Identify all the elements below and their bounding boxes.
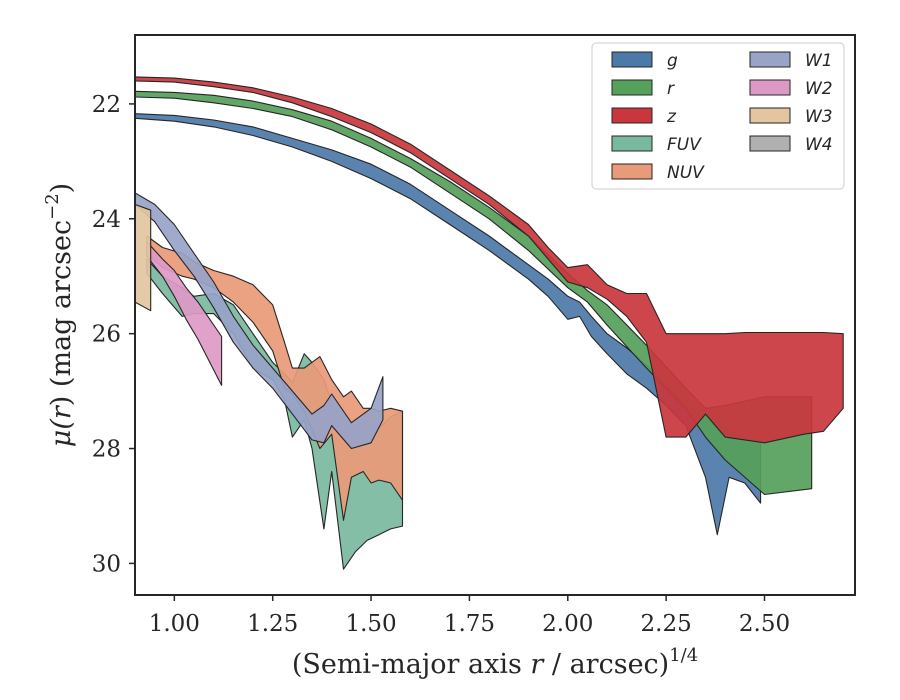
y-axis-title: μ(r) (mag arcsec−2) [42, 183, 77, 447]
legend-swatch-r [611, 79, 653, 96]
legend-swatch-fuv [611, 135, 653, 152]
series-band-w3 [135, 203, 152, 312]
y-tick-label: 24 [92, 207, 121, 233]
legend-label-w1: W1 [805, 51, 833, 71]
series-band-w1 [135, 192, 384, 450]
legend-label-r: r [667, 79, 675, 99]
legend-label-z: z [666, 107, 677, 127]
legend-label-nuv: NUV [667, 163, 705, 183]
legend-swatch-w4 [749, 135, 791, 152]
legend-swatch-w1 [749, 51, 791, 68]
y-tick-label: 22 [92, 92, 121, 118]
y-tick-label: 30 [92, 551, 121, 577]
legend: grz FUV NUV W1 W2 W3 W4 [591, 42, 845, 190]
y-tick-label: 26 [92, 322, 121, 348]
legend-label-w2: W2 [805, 79, 833, 99]
y-tick-label: 28 [92, 437, 121, 463]
legend-label-g: g [667, 51, 678, 71]
x-tick-label: 1.00 [149, 611, 200, 637]
legend-swatch-w3 [749, 107, 791, 124]
x-axis-title: (Semi-major axis r / arcsec)1/4 [292, 645, 698, 680]
legend-swatch-w2 [749, 79, 791, 96]
legend-swatch-nuv [611, 163, 653, 180]
series-band-w2 [146, 241, 223, 386]
legend-label-w3: W3 [805, 107, 833, 127]
x-tick-label: 2.25 [641, 611, 692, 637]
legend-swatch-z [611, 107, 653, 124]
series-band-g [135, 113, 762, 536]
series-band-z [135, 76, 844, 444]
legend-swatch-g [611, 51, 653, 68]
legend-label-w4: W4 [805, 135, 833, 155]
ticks-layer: 1.00 1.25 1.50 1.75 2.00 2.25 2.50 22 24 26 28 30 [92, 92, 790, 637]
x-tick-label: 2.50 [739, 611, 790, 637]
series-band-r [135, 90, 813, 496]
series-band-nuv [146, 235, 404, 521]
series-layer [135, 76, 844, 570]
legend-label-fuv: FUV [667, 135, 702, 155]
x-tick-label: 1.25 [247, 611, 298, 637]
x-tick-label: 2.00 [542, 611, 593, 637]
x-tick-label: 1.50 [345, 611, 396, 637]
plot-frame [134, 34, 856, 596]
x-tick-label: 1.75 [444, 611, 495, 637]
